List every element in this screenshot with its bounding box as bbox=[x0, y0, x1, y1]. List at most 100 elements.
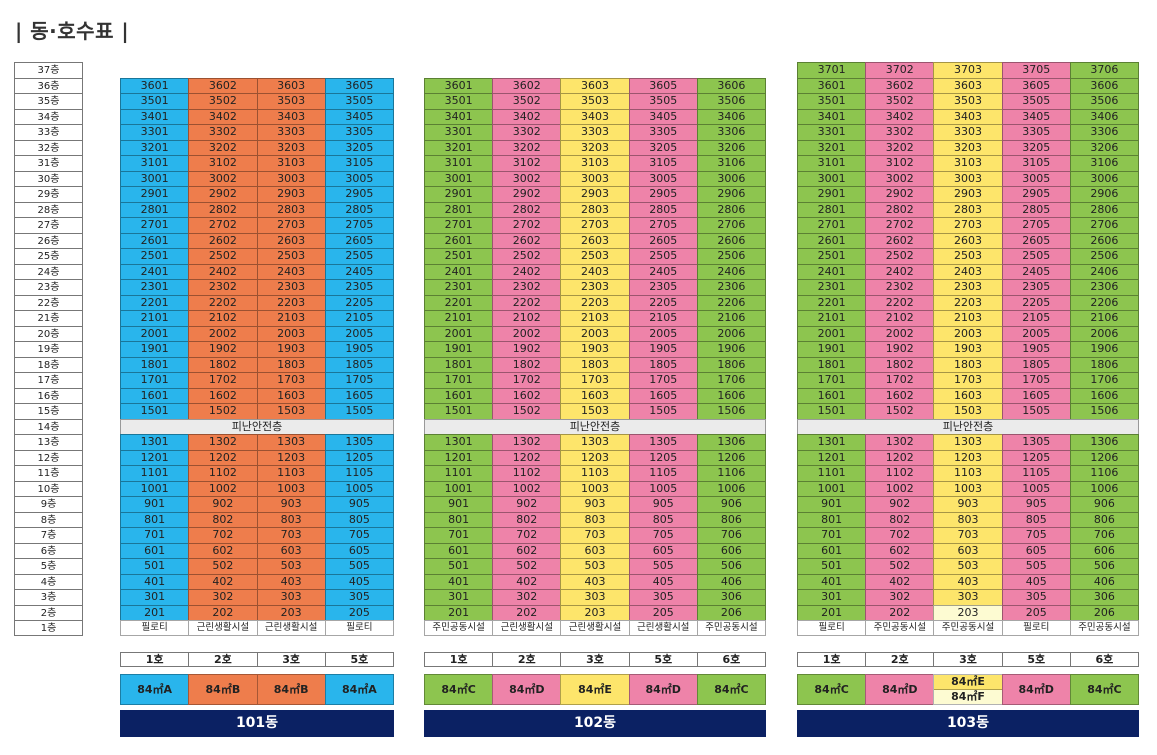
floor-row: 3401 3402 3403 3405 3406 bbox=[424, 108, 767, 124]
floor-label: 37층 bbox=[14, 62, 83, 78]
unit-cell: 2802 bbox=[865, 201, 934, 217]
ground-use-cell: 필로티 bbox=[120, 620, 189, 636]
floor-row: 201 202 203 205 206 bbox=[797, 604, 1140, 620]
unit-cell: 1106 bbox=[1069, 465, 1140, 481]
floor-label: 20층 bbox=[14, 325, 83, 341]
floor-row: 901 902 903 905 906 bbox=[424, 496, 767, 512]
unit-cell: 3103 bbox=[933, 155, 1002, 171]
unit-cell: 2401 bbox=[120, 263, 189, 279]
unit-cell: 202 bbox=[865, 604, 934, 620]
unit-cell: 2205 bbox=[1001, 294, 1070, 310]
floor-row: 1601 1602 1603 1605 bbox=[120, 387, 394, 403]
unit-cell: 1003 bbox=[933, 480, 1002, 496]
unit-cell: 905 bbox=[628, 496, 697, 512]
unit-cell: 2802 bbox=[492, 201, 561, 217]
floor-row: 1001 1002 1003 1005 1006 bbox=[424, 480, 767, 496]
unit-cell: 3502 bbox=[492, 93, 561, 109]
floor-row: 3301 3302 3303 3305 bbox=[120, 124, 394, 140]
unit-cell: 801 bbox=[424, 511, 493, 527]
unit-cell: 2103 bbox=[933, 310, 1002, 326]
unit-cell: 2501 bbox=[797, 248, 866, 264]
ground-use-cell: 주민공동시설 bbox=[424, 620, 493, 636]
unit-cell: 2605 bbox=[628, 232, 697, 248]
unit-cell: 3105 bbox=[628, 155, 697, 171]
unit-cell: 1806 bbox=[1069, 356, 1140, 372]
unit-number-label: 2호 bbox=[188, 652, 257, 667]
floor-row: 2001 2002 2003 2005 2006 bbox=[424, 325, 767, 341]
unit-cell: 3406 bbox=[696, 108, 767, 124]
unit-cell: 2603 bbox=[256, 232, 325, 248]
unit-cell: 1005 bbox=[1001, 480, 1070, 496]
unit-cell: 2005 bbox=[1001, 325, 1070, 341]
unit-cell: 2601 bbox=[120, 232, 189, 248]
floor-row: 701 702 703 705 706 bbox=[424, 527, 767, 543]
unit-cell: 206 bbox=[1069, 604, 1140, 620]
unit-cell: 3402 bbox=[492, 108, 561, 124]
unit-cell: 703 bbox=[933, 527, 1002, 543]
unit-cell: 1906 bbox=[696, 341, 767, 357]
unit-cell: 3405 bbox=[628, 108, 697, 124]
unit-cell: 306 bbox=[1069, 589, 1140, 605]
unit-cell: 3202 bbox=[865, 139, 934, 155]
unit-cell: 1303 bbox=[560, 434, 629, 450]
refuge-floor-row: 피난안전층 bbox=[797, 418, 1139, 434]
unit-cell: 502 bbox=[188, 558, 257, 574]
unit-cell: 2405 bbox=[628, 263, 697, 279]
unit-cell: 603 bbox=[256, 542, 325, 558]
unit-cell: 3601 bbox=[120, 77, 189, 93]
unit-cell: 901 bbox=[120, 496, 189, 512]
unit-type-cell: 84㎡A bbox=[120, 674, 189, 705]
floor-row: 1501 1502 1503 1505 1506 bbox=[797, 403, 1140, 419]
floor-row: 1501 1502 1503 1505 1506 bbox=[424, 403, 767, 419]
unit-cell: 306 bbox=[696, 589, 767, 605]
floor-row: 3201 3202 3203 3205 bbox=[120, 139, 394, 155]
unit-cell: 2703 bbox=[256, 217, 325, 233]
unit-cell: 3205 bbox=[1001, 139, 1070, 155]
unit-type-cell: 84㎡B bbox=[256, 674, 325, 705]
unit-cell: 1203 bbox=[933, 449, 1002, 465]
unit-cell: 1802 bbox=[492, 356, 561, 372]
floor-label: 1층 bbox=[14, 620, 83, 636]
unit-cell: 3705 bbox=[1001, 62, 1070, 78]
unit-cell: 501 bbox=[424, 558, 493, 574]
unit-cell: 2506 bbox=[696, 248, 767, 264]
unit-cell: 401 bbox=[120, 573, 189, 589]
floor-row: 3501 3502 3503 3505 3506 bbox=[424, 93, 767, 109]
floor-row: 801 802 803 805 bbox=[120, 511, 394, 527]
unit-cell: 3101 bbox=[424, 155, 493, 171]
unit-cell: 3006 bbox=[696, 170, 767, 186]
floor-row: 301 302 303 305 306 bbox=[424, 589, 767, 605]
floor-label: 32층 bbox=[14, 139, 83, 155]
unit-cell: 3105 bbox=[324, 155, 394, 171]
unit-cell: 2102 bbox=[188, 310, 257, 326]
unit-cell: 706 bbox=[1069, 527, 1140, 543]
floor-row: 3001 3002 3003 3005 bbox=[120, 170, 394, 186]
unit-cell: 3106 bbox=[1069, 155, 1140, 171]
unit-cell: 1802 bbox=[865, 356, 934, 372]
floor-row: 2501 2502 2503 2505 bbox=[120, 248, 394, 264]
unit-cell: 3306 bbox=[696, 124, 767, 140]
unit-cell: 2505 bbox=[324, 248, 394, 264]
unit-cell: 1506 bbox=[1069, 403, 1140, 419]
unit-cell: 702 bbox=[188, 527, 257, 543]
floor-label: 9층 bbox=[14, 496, 83, 512]
unit-cell: 3603 bbox=[256, 77, 325, 93]
unit-cell: 1805 bbox=[628, 356, 697, 372]
unit-cell: 1101 bbox=[120, 465, 189, 481]
unit-cell: 2901 bbox=[797, 186, 866, 202]
unit-cell: 1902 bbox=[492, 341, 561, 357]
unit-cell: 1705 bbox=[324, 372, 394, 388]
unit-cell: 1706 bbox=[1069, 372, 1140, 388]
unit-cell: 3501 bbox=[797, 93, 866, 109]
unit-cell: 805 bbox=[1001, 511, 1070, 527]
floor-label: 13층 bbox=[14, 434, 83, 450]
unit-cell: 2403 bbox=[560, 263, 629, 279]
unit-cell: 2101 bbox=[120, 310, 189, 326]
unit-cell: 1002 bbox=[492, 480, 561, 496]
unit-cell: 1806 bbox=[696, 356, 767, 372]
unit-cell: 3505 bbox=[628, 93, 697, 109]
unit-cell: 1705 bbox=[1001, 372, 1070, 388]
unit-cell: 1601 bbox=[424, 387, 493, 403]
unit-cell: 705 bbox=[1001, 527, 1070, 543]
building-3-units: 3701 3702 3703 3705 3706 3601 3602 3603 3605 3606… bbox=[797, 62, 1140, 636]
